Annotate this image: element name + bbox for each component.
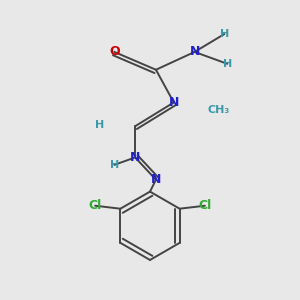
Text: Cl: Cl [198, 199, 212, 212]
Text: Cl: Cl [88, 199, 102, 212]
Text: H: H [223, 59, 232, 69]
Text: N: N [169, 96, 179, 109]
Text: H: H [95, 120, 104, 130]
Text: H: H [110, 160, 119, 170]
Text: H: H [220, 29, 229, 39]
Text: N: N [189, 45, 200, 58]
Text: N: N [151, 173, 161, 186]
Text: O: O [109, 45, 120, 58]
Text: N: N [130, 151, 140, 164]
Text: CH₃: CH₃ [208, 105, 230, 115]
